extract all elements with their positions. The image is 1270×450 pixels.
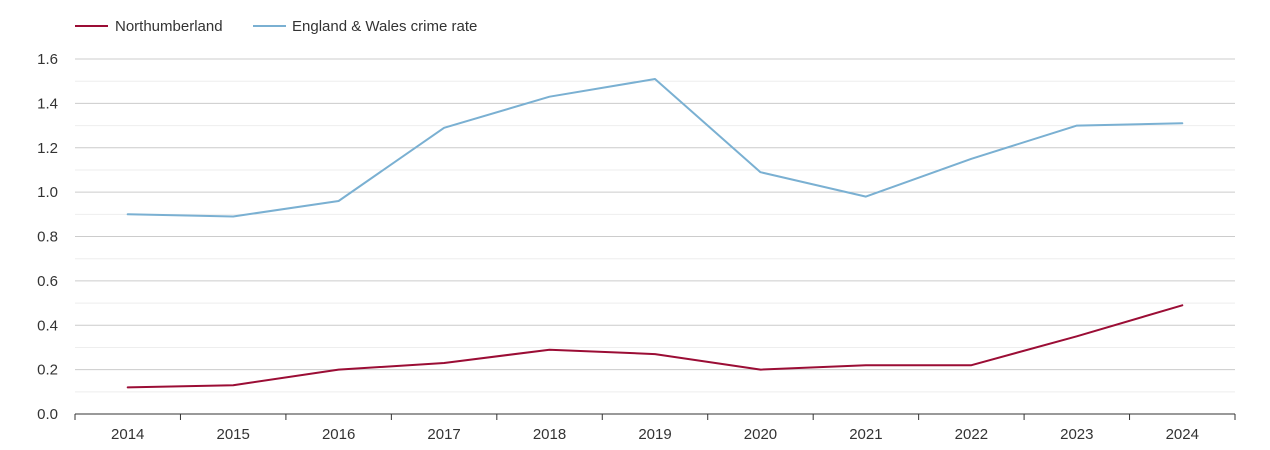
data-point-northumberland[interactable] xyxy=(649,348,661,360)
data-point-northumberland[interactable] xyxy=(333,364,345,376)
x-tick-label: 2022 xyxy=(955,426,988,443)
data-point-england-wales-crime-rate[interactable] xyxy=(860,191,872,203)
grid xyxy=(75,58,1235,393)
data-point-england-wales-crime-rate[interactable] xyxy=(649,73,661,85)
data-point-england-wales-crime-rate[interactable] xyxy=(438,122,450,134)
data-point-northumberland[interactable] xyxy=(544,344,556,356)
x-tick-label: 2020 xyxy=(744,426,777,443)
data-point-northumberland[interactable] xyxy=(227,379,239,391)
y-tick-label: 1.0 xyxy=(37,184,58,201)
data-point-england-wales-crime-rate[interactable] xyxy=(754,166,766,178)
y-tick-label: 0.2 xyxy=(37,362,58,379)
data-point-england-wales-crime-rate[interactable] xyxy=(1071,120,1083,132)
y-tick-label: 0.0 xyxy=(37,406,58,423)
legend-item-northumberland[interactable]: Northumberland xyxy=(75,18,223,35)
x-tick-label: 2015 xyxy=(216,426,249,443)
y-tick-label: 0.4 xyxy=(37,317,58,334)
legend-label-northumberland: Northumberland xyxy=(115,18,223,35)
data-point-northumberland[interactable] xyxy=(438,357,450,369)
legend: Northumberland England & Wales crime rat… xyxy=(75,18,477,35)
series-line-northumberland[interactable] xyxy=(126,304,1184,389)
data-point-england-wales-crime-rate[interactable] xyxy=(333,195,345,207)
x-tick-label: 2014 xyxy=(111,426,144,443)
data-point-northumberland[interactable] xyxy=(122,381,134,393)
data-point-northumberland[interactable] xyxy=(860,359,872,371)
y-tick-label: 0.6 xyxy=(37,273,58,290)
data-point-northumberland[interactable] xyxy=(1071,330,1083,342)
x-tick-label: 2016 xyxy=(322,426,355,443)
x-tick-label: 2017 xyxy=(427,426,460,443)
data-point-northumberland[interactable] xyxy=(1176,299,1188,311)
x-tick-label: 2018 xyxy=(533,426,566,443)
legend-item-england-wales[interactable]: England & Wales crime rate xyxy=(253,18,477,35)
data-point-northumberland[interactable] xyxy=(965,359,977,371)
y-tick-label: 1.6 xyxy=(37,51,58,68)
series-line-england-wales-crime-rate[interactable] xyxy=(126,78,1184,218)
data-point-england-wales-crime-rate[interactable] xyxy=(965,153,977,165)
legend-label-england-wales: England & Wales crime rate xyxy=(292,18,477,35)
y-tick-label: 0.8 xyxy=(37,229,58,246)
y-tick-label: 1.4 xyxy=(37,95,58,112)
x-tick-label: 2023 xyxy=(1060,426,1093,443)
data-point-england-wales-crime-rate[interactable] xyxy=(544,91,556,103)
x-tick-label: 2024 xyxy=(1166,426,1199,443)
x-tick-label: 2021 xyxy=(849,426,882,443)
data-point-england-wales-crime-rate[interactable] xyxy=(122,208,134,220)
series-lines xyxy=(122,73,1188,393)
data-point-england-wales-crime-rate[interactable] xyxy=(227,211,239,223)
axes: 0.0 0.2 0.4 0.6 0.8 1.0 1.2 1.4 1.6 2014 2015 2016 2… xyxy=(37,51,1236,443)
data-point-northumberland[interactable] xyxy=(754,364,766,376)
y-tick-label: 1.2 xyxy=(37,140,58,157)
x-tick-label: 2019 xyxy=(638,426,671,443)
data-point-england-wales-crime-rate[interactable] xyxy=(1176,117,1188,129)
